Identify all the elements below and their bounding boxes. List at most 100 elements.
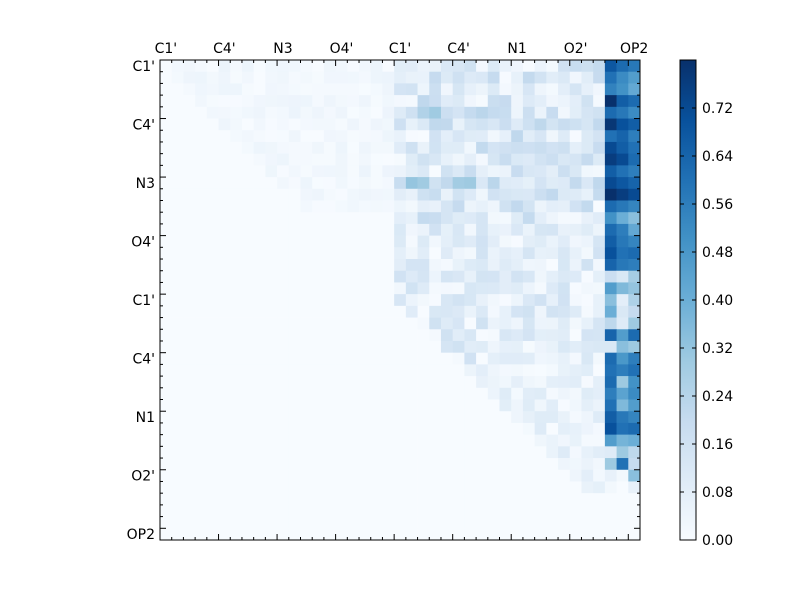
heatmap-cell [300,106,313,119]
heatmap-cell [230,422,243,435]
heatmap-cell [440,71,454,84]
heatmap-cell [323,458,336,471]
heatmap-cell [394,305,407,318]
heatmap-cell [569,422,582,435]
heatmap-cell [183,434,196,447]
heatmap-cell [569,153,582,166]
heatmap-cell [323,481,336,494]
heatmap-cell [546,481,559,494]
heatmap-cell [440,317,454,330]
heatmap-cell [511,469,524,482]
heatmap-cell [522,177,535,190]
heatmap-cell [604,504,617,517]
heatmap-cell [581,352,594,365]
heatmap-cell [440,329,454,342]
heatmap-cell [347,223,360,236]
heatmap-cell [323,434,336,447]
heatmap-cell [359,469,372,482]
heatmap-cell [359,141,372,155]
heatmap-cell [604,376,617,389]
heatmap-cell [230,235,243,248]
heatmap-cell [241,83,255,96]
heatmap-cell [218,153,231,166]
heatmap-cell [206,118,219,131]
heatmap-cell [476,212,489,225]
heatmap-cell [522,270,535,283]
heatmap-cell [206,422,219,435]
heatmap-cell [511,153,524,166]
heatmap-cell [452,528,465,541]
heatmap-cell [417,399,430,412]
heatmap-cell [546,294,559,307]
heatmap-cell [499,200,512,213]
heatmap-cell [405,200,418,213]
heatmap-cell [511,223,524,236]
heatmap-cell [218,235,231,248]
heatmap-cell [417,317,430,330]
heatmap-cell [558,528,571,541]
heatmap-cell [288,83,301,96]
heatmap-cell [604,153,617,166]
heatmap-cell [511,528,524,541]
heatmap-cell [265,165,278,178]
heatmap-cell [487,364,500,377]
heatmap-cell [253,434,266,447]
heatmap-cell [277,376,290,389]
heatmap-cell [359,71,372,84]
heatmap-cell [265,95,278,108]
heatmap-cell [241,282,255,295]
heatmap-cell [382,317,395,330]
heatmap-cell [558,106,571,119]
heatmap-cell [499,446,512,459]
heatmap-cell [581,83,594,96]
heatmap-cell [253,340,266,354]
heatmap-cell [241,469,255,482]
heatmap-cell [604,95,617,108]
heatmap-cell [628,60,641,73]
heatmap-cell [628,153,641,166]
heatmap-cell [452,235,465,248]
heatmap-cell [265,60,278,73]
heatmap-cell [241,434,255,447]
heatmap-cell [160,83,173,96]
heatmap-cell [253,247,266,260]
heatmap-cell [558,200,571,213]
heatmap-cell [241,528,255,541]
heatmap-cell [359,60,372,73]
heatmap-cell [534,481,547,494]
heatmap-cell [558,434,571,447]
heatmap-cell [534,516,547,529]
heatmap-cell [277,469,290,482]
heatmap-cell [277,317,290,330]
heatmap-cell [511,481,524,494]
heatmap-cell [277,177,290,190]
heatmap-cell [195,95,208,108]
heatmap-cell [452,165,465,178]
heatmap-cell [265,352,278,365]
heatmap-cell [522,387,535,400]
heatmap-cell [628,387,641,400]
heatmap-cell [253,329,266,342]
heatmap-cell [335,165,348,178]
heatmap-cell [628,504,641,517]
heatmap-cell [558,247,571,260]
heatmap-cell [476,270,489,283]
heatmap-cell [160,212,173,225]
heatmap-cell [452,141,465,155]
heatmap-cell [604,493,617,506]
heatmap-cell [253,504,266,517]
heatmap-cell [253,165,266,178]
heatmap-cell [265,71,278,84]
heatmap-cell [323,165,336,178]
heatmap-cell [616,458,629,471]
heatmap-cell [417,458,430,471]
heatmap-cell [241,387,255,400]
heatmap-cell [230,434,243,447]
heatmap-cell [394,141,407,155]
heatmap-cell [487,411,500,424]
heatmap-cell [581,165,594,178]
heatmap-cell [429,329,442,342]
heatmap-cell [218,411,231,424]
heatmap-cell [265,376,278,389]
heatmap-cell [499,153,512,166]
